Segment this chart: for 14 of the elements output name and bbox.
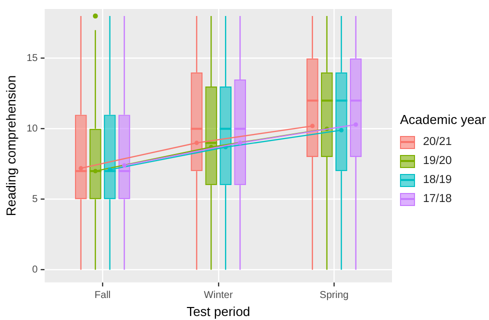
x-tick-label: Winter bbox=[204, 290, 234, 302]
legend-label: 18/19 bbox=[423, 174, 452, 186]
legend-label: 19/20 bbox=[423, 155, 452, 167]
x-tick-label: Spring bbox=[320, 290, 349, 302]
y-tick-label: 0 bbox=[32, 264, 38, 276]
x-tick-label: Fall bbox=[94, 290, 111, 302]
y-tick-label: 10 bbox=[26, 124, 38, 135]
y-tick-label: 5 bbox=[32, 194, 38, 206]
legend-title: Academic year bbox=[400, 112, 487, 126]
y-axis-title: Reading comprehension bbox=[3, 75, 18, 216]
legend-label: 17/18 bbox=[423, 193, 452, 205]
y-tick-label: 15 bbox=[26, 53, 38, 64]
legend-label: 20/21 bbox=[423, 136, 452, 148]
x-axis-title: Test period bbox=[186, 304, 250, 319]
